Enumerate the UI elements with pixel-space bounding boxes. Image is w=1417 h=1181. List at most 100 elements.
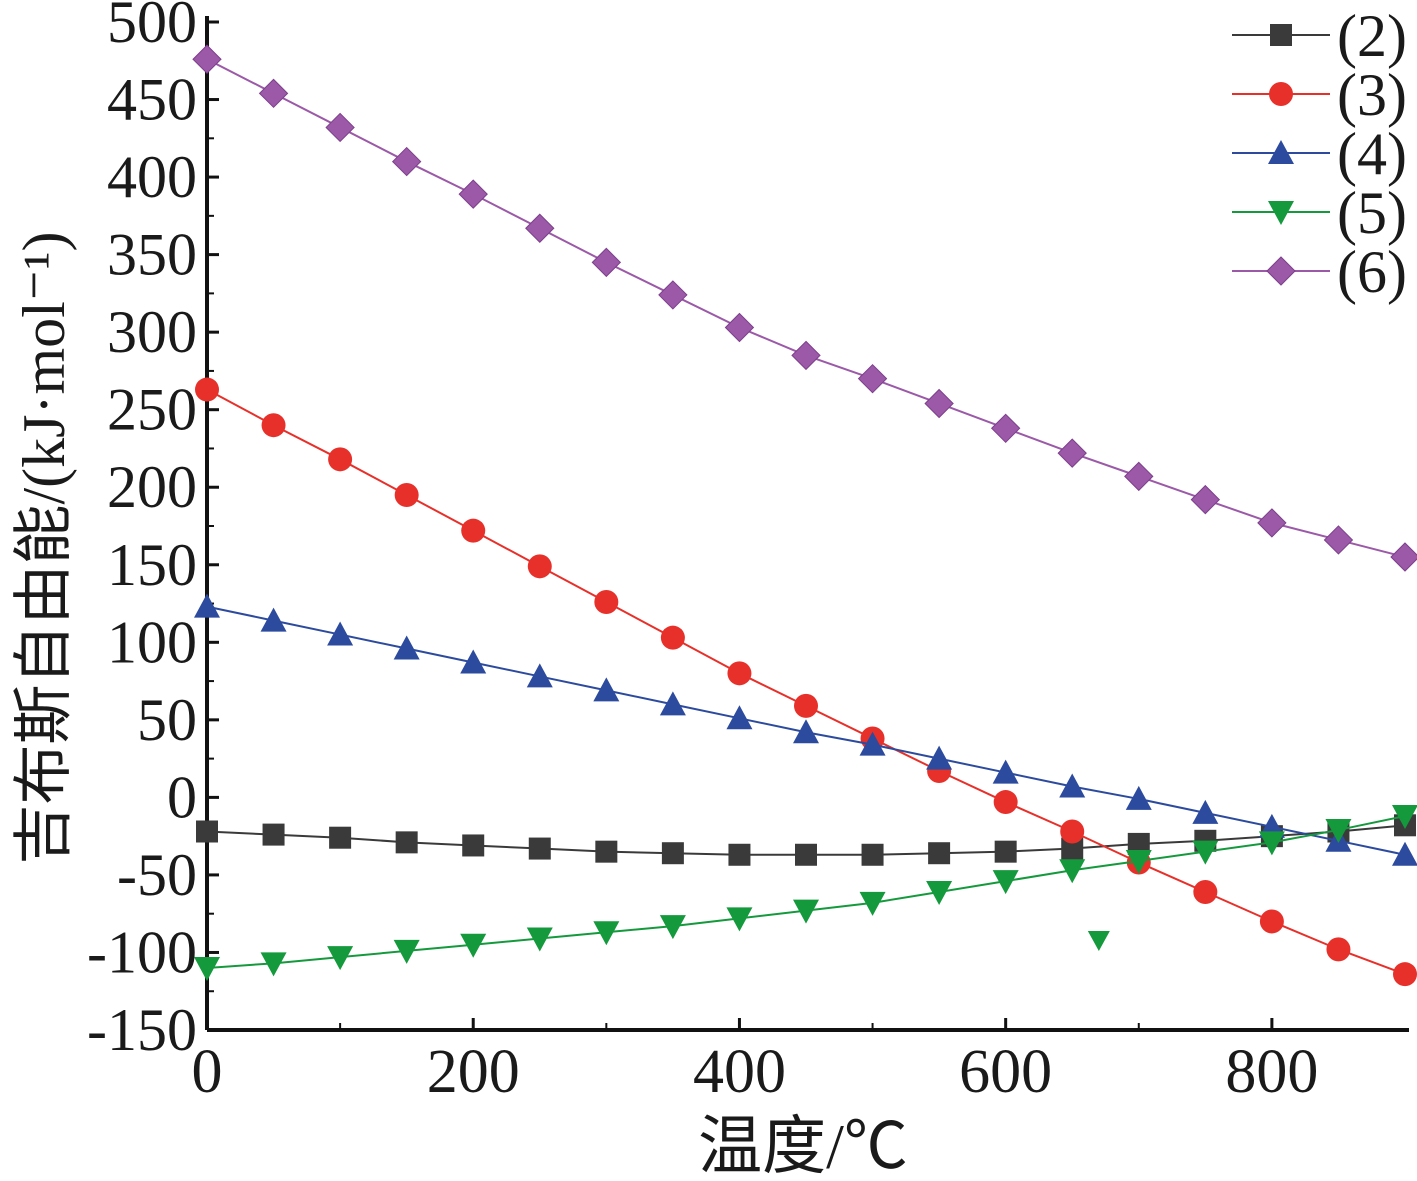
y-tick-label: 100 <box>107 609 197 675</box>
y-tick-label: 300 <box>107 299 197 365</box>
data-point <box>194 956 220 981</box>
data-point <box>1323 525 1354 555</box>
data-point <box>1192 840 1219 865</box>
legend: (2)(3)(4)(5)(6) <box>1232 3 1407 305</box>
data-point <box>992 870 1019 895</box>
data-point <box>329 826 352 849</box>
x-tick-label: 800 <box>1225 1038 1318 1106</box>
legend-marker <box>1266 256 1296 286</box>
data-point <box>990 413 1021 444</box>
data-point <box>1125 849 1152 874</box>
data-point <box>593 677 620 702</box>
data-point <box>1259 909 1284 934</box>
series-2 <box>196 814 1416 866</box>
data-point <box>261 413 286 438</box>
data-point <box>258 78 289 109</box>
data-point <box>659 691 686 716</box>
legend-label: (2) <box>1337 3 1407 69</box>
data-point <box>659 915 686 940</box>
y-tick-label: 400 <box>107 144 197 210</box>
data-point <box>325 112 355 143</box>
legend-label: (4) <box>1337 121 1407 187</box>
data-point <box>1190 484 1221 515</box>
data-point <box>859 731 886 756</box>
data-point <box>795 843 817 866</box>
data-point <box>658 280 688 310</box>
series-6 <box>192 44 1417 572</box>
data-point <box>391 146 422 177</box>
series-line <box>206 388 1406 976</box>
legend-marker <box>1268 201 1294 225</box>
data-point <box>1258 831 1285 856</box>
data-point <box>859 891 886 916</box>
y-tick-label: -100 <box>87 919 197 985</box>
y-tick-label: 50 <box>137 687 197 753</box>
legend-entry: (6) <box>1232 239 1407 305</box>
data-point <box>192 44 222 74</box>
data-point <box>393 939 420 964</box>
data-point <box>1325 818 1352 843</box>
legend-entry: (3) <box>1232 62 1407 128</box>
data-point <box>1061 837 1084 860</box>
x-tick-label: 400 <box>693 1038 786 1106</box>
data-point <box>727 661 752 686</box>
legend-label: (3) <box>1337 62 1407 128</box>
data-point <box>195 377 219 402</box>
data-point <box>1059 773 1086 798</box>
y-tick-label: 450 <box>107 67 197 133</box>
data-point <box>1193 879 1218 904</box>
data-point <box>1257 508 1287 538</box>
legend-marker <box>1270 24 1292 46</box>
data-point <box>1393 962 1417 987</box>
data-point <box>395 831 418 854</box>
data-point <box>194 593 220 618</box>
data-point <box>661 842 684 865</box>
data-point <box>992 759 1019 784</box>
legend-marker <box>1269 82 1293 106</box>
data-point <box>793 719 819 744</box>
data-point <box>928 842 951 865</box>
legend-entry: (4) <box>1232 121 1407 187</box>
data-point <box>525 213 555 243</box>
y-tick-label: -150 <box>87 997 197 1063</box>
stray-data-point <box>1087 931 1110 952</box>
tick-labels: -150 -100 -50 0 50 100 150 200 250 300 350 400 450 50… <box>87 0 1318 1106</box>
data-point <box>328 447 353 472</box>
data-point <box>1390 542 1417 572</box>
data-point <box>857 363 888 394</box>
data-point <box>726 907 753 932</box>
series-4 <box>194 593 1417 866</box>
data-point <box>260 952 287 977</box>
data-point <box>794 693 818 718</box>
data-point <box>1192 799 1219 824</box>
legend-label: (6) <box>1337 239 1407 305</box>
data-point <box>526 927 553 952</box>
x-axis-label: 温度/℃ <box>698 1111 908 1181</box>
y-axis-label: 吉布斯自由能/(kJ·mol⁻¹) <box>11 232 77 865</box>
data-point <box>594 589 619 614</box>
y-tick-label: -50 <box>117 842 197 908</box>
data-point <box>1326 937 1351 962</box>
y-tick-label: 500 <box>107 0 197 55</box>
x-tick-label: 600 <box>959 1038 1052 1106</box>
x-tick-label: 0 <box>192 1038 223 1106</box>
data-point <box>924 388 954 419</box>
data-point <box>595 840 618 863</box>
data-point <box>460 933 487 958</box>
data-point <box>728 843 751 866</box>
y-tick-label: 250 <box>107 377 197 443</box>
data-point <box>724 312 755 343</box>
data-point <box>993 790 1018 815</box>
data-point <box>260 607 287 632</box>
legend-entry: (2) <box>1232 3 1407 69</box>
series-3 <box>195 377 1417 987</box>
data-point <box>793 899 819 924</box>
data-point <box>393 635 420 660</box>
data-point <box>926 745 953 770</box>
plot-area <box>192 44 1417 987</box>
data-point <box>262 823 285 846</box>
data-point <box>660 625 685 650</box>
data-point <box>726 705 753 730</box>
legend-entry: (5) <box>1232 180 1407 246</box>
